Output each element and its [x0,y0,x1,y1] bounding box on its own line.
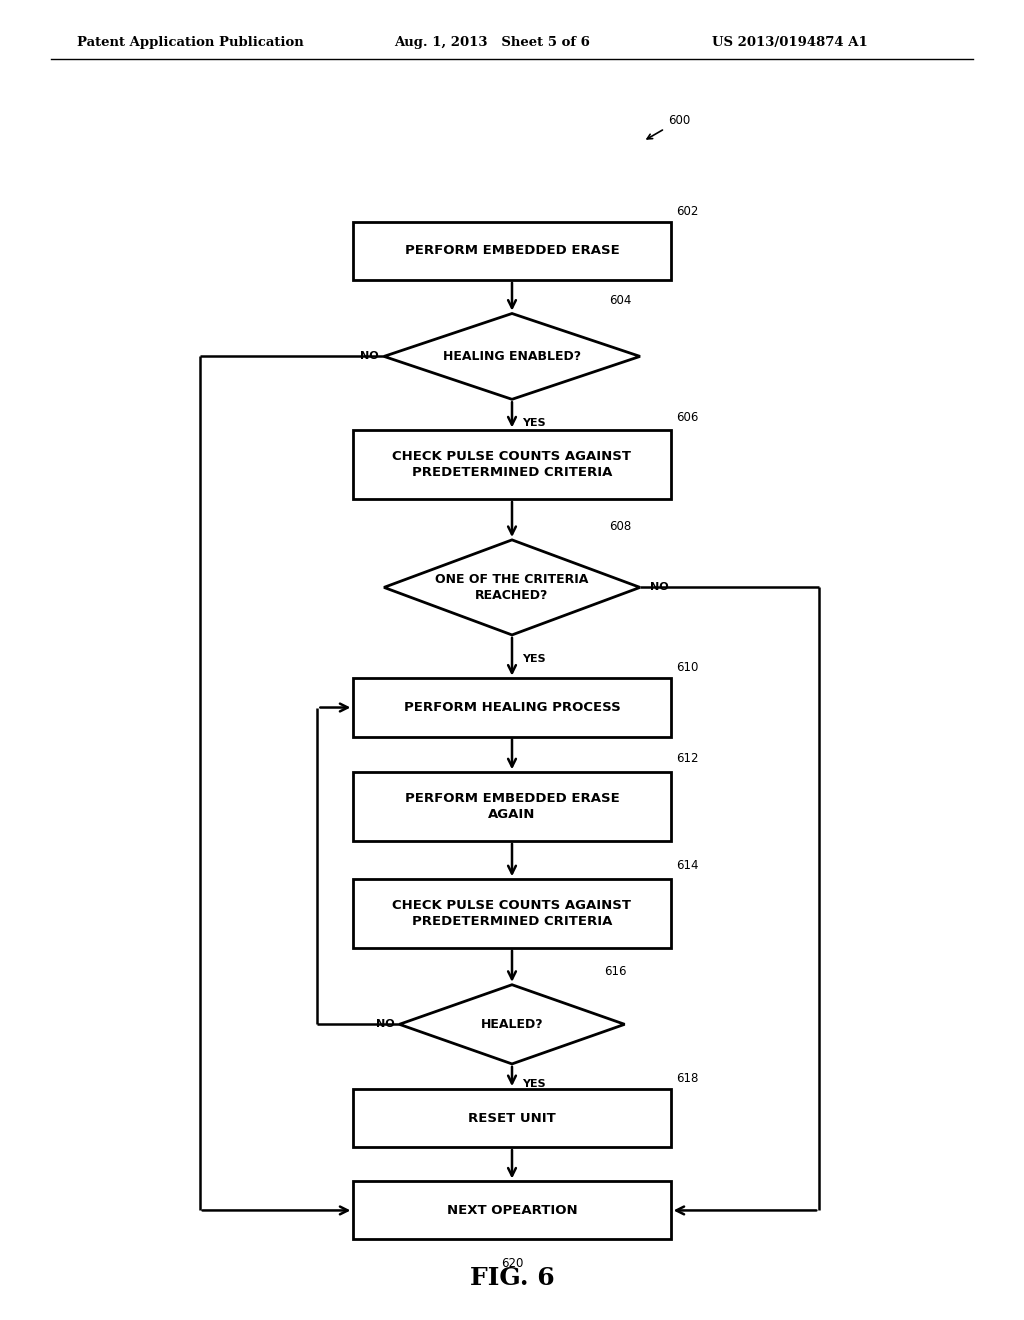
Bar [353,1181,671,1239]
Text: PERFORM EMBEDDED ERASE: PERFORM EMBEDDED ERASE [404,244,620,257]
Text: Patent Application Publication: Patent Application Publication [77,36,303,49]
Text: 616: 616 [604,965,627,978]
Text: 606: 606 [676,411,698,424]
Bar [353,879,671,948]
Polygon shape [384,540,640,635]
Text: 610: 610 [676,661,698,675]
Bar [353,678,671,737]
Text: RESET UNIT: RESET UNIT [468,1111,556,1125]
Bar [353,772,671,841]
Text: FIG. 6: FIG. 6 [470,1266,554,1290]
Text: PERFORM HEALING PROCESS: PERFORM HEALING PROCESS [403,701,621,714]
Text: YES: YES [522,1078,546,1089]
Text: NO: NO [360,351,379,362]
Text: 620: 620 [501,1257,523,1270]
Polygon shape [399,985,625,1064]
Text: 602: 602 [676,205,698,218]
Text: 600: 600 [647,114,690,139]
Bar [353,1089,671,1147]
Text: 614: 614 [676,859,698,873]
Text: CHECK PULSE COUNTS AGAINST
PREDETERMINED CRITERIA: CHECK PULSE COUNTS AGAINST PREDETERMINED… [392,450,632,479]
Text: PERFORM EMBEDDED ERASE
AGAIN: PERFORM EMBEDDED ERASE AGAIN [404,792,620,821]
Text: HEALED?: HEALED? [480,1018,544,1031]
Text: Aug. 1, 2013   Sheet 5 of 6: Aug. 1, 2013 Sheet 5 of 6 [394,36,590,49]
Text: NO: NO [376,1019,394,1030]
Text: HEALING ENABLED?: HEALING ENABLED? [443,350,581,363]
Text: US 2013/0194874 A1: US 2013/0194874 A1 [712,36,867,49]
Text: CHECK PULSE COUNTS AGAINST
PREDETERMINED CRITERIA: CHECK PULSE COUNTS AGAINST PREDETERMINED… [392,899,632,928]
Text: YES: YES [522,653,546,664]
Text: 608: 608 [609,520,632,533]
Polygon shape [384,314,640,399]
Bar [353,430,671,499]
Text: NO: NO [650,582,669,593]
Bar [353,222,671,280]
Text: 618: 618 [676,1072,698,1085]
Text: 612: 612 [676,752,698,766]
Text: ONE OF THE CRITERIA
REACHED?: ONE OF THE CRITERIA REACHED? [435,573,589,602]
Text: NEXT OPEARTION: NEXT OPEARTION [446,1204,578,1217]
Text: YES: YES [522,418,546,428]
Text: 604: 604 [609,294,632,306]
